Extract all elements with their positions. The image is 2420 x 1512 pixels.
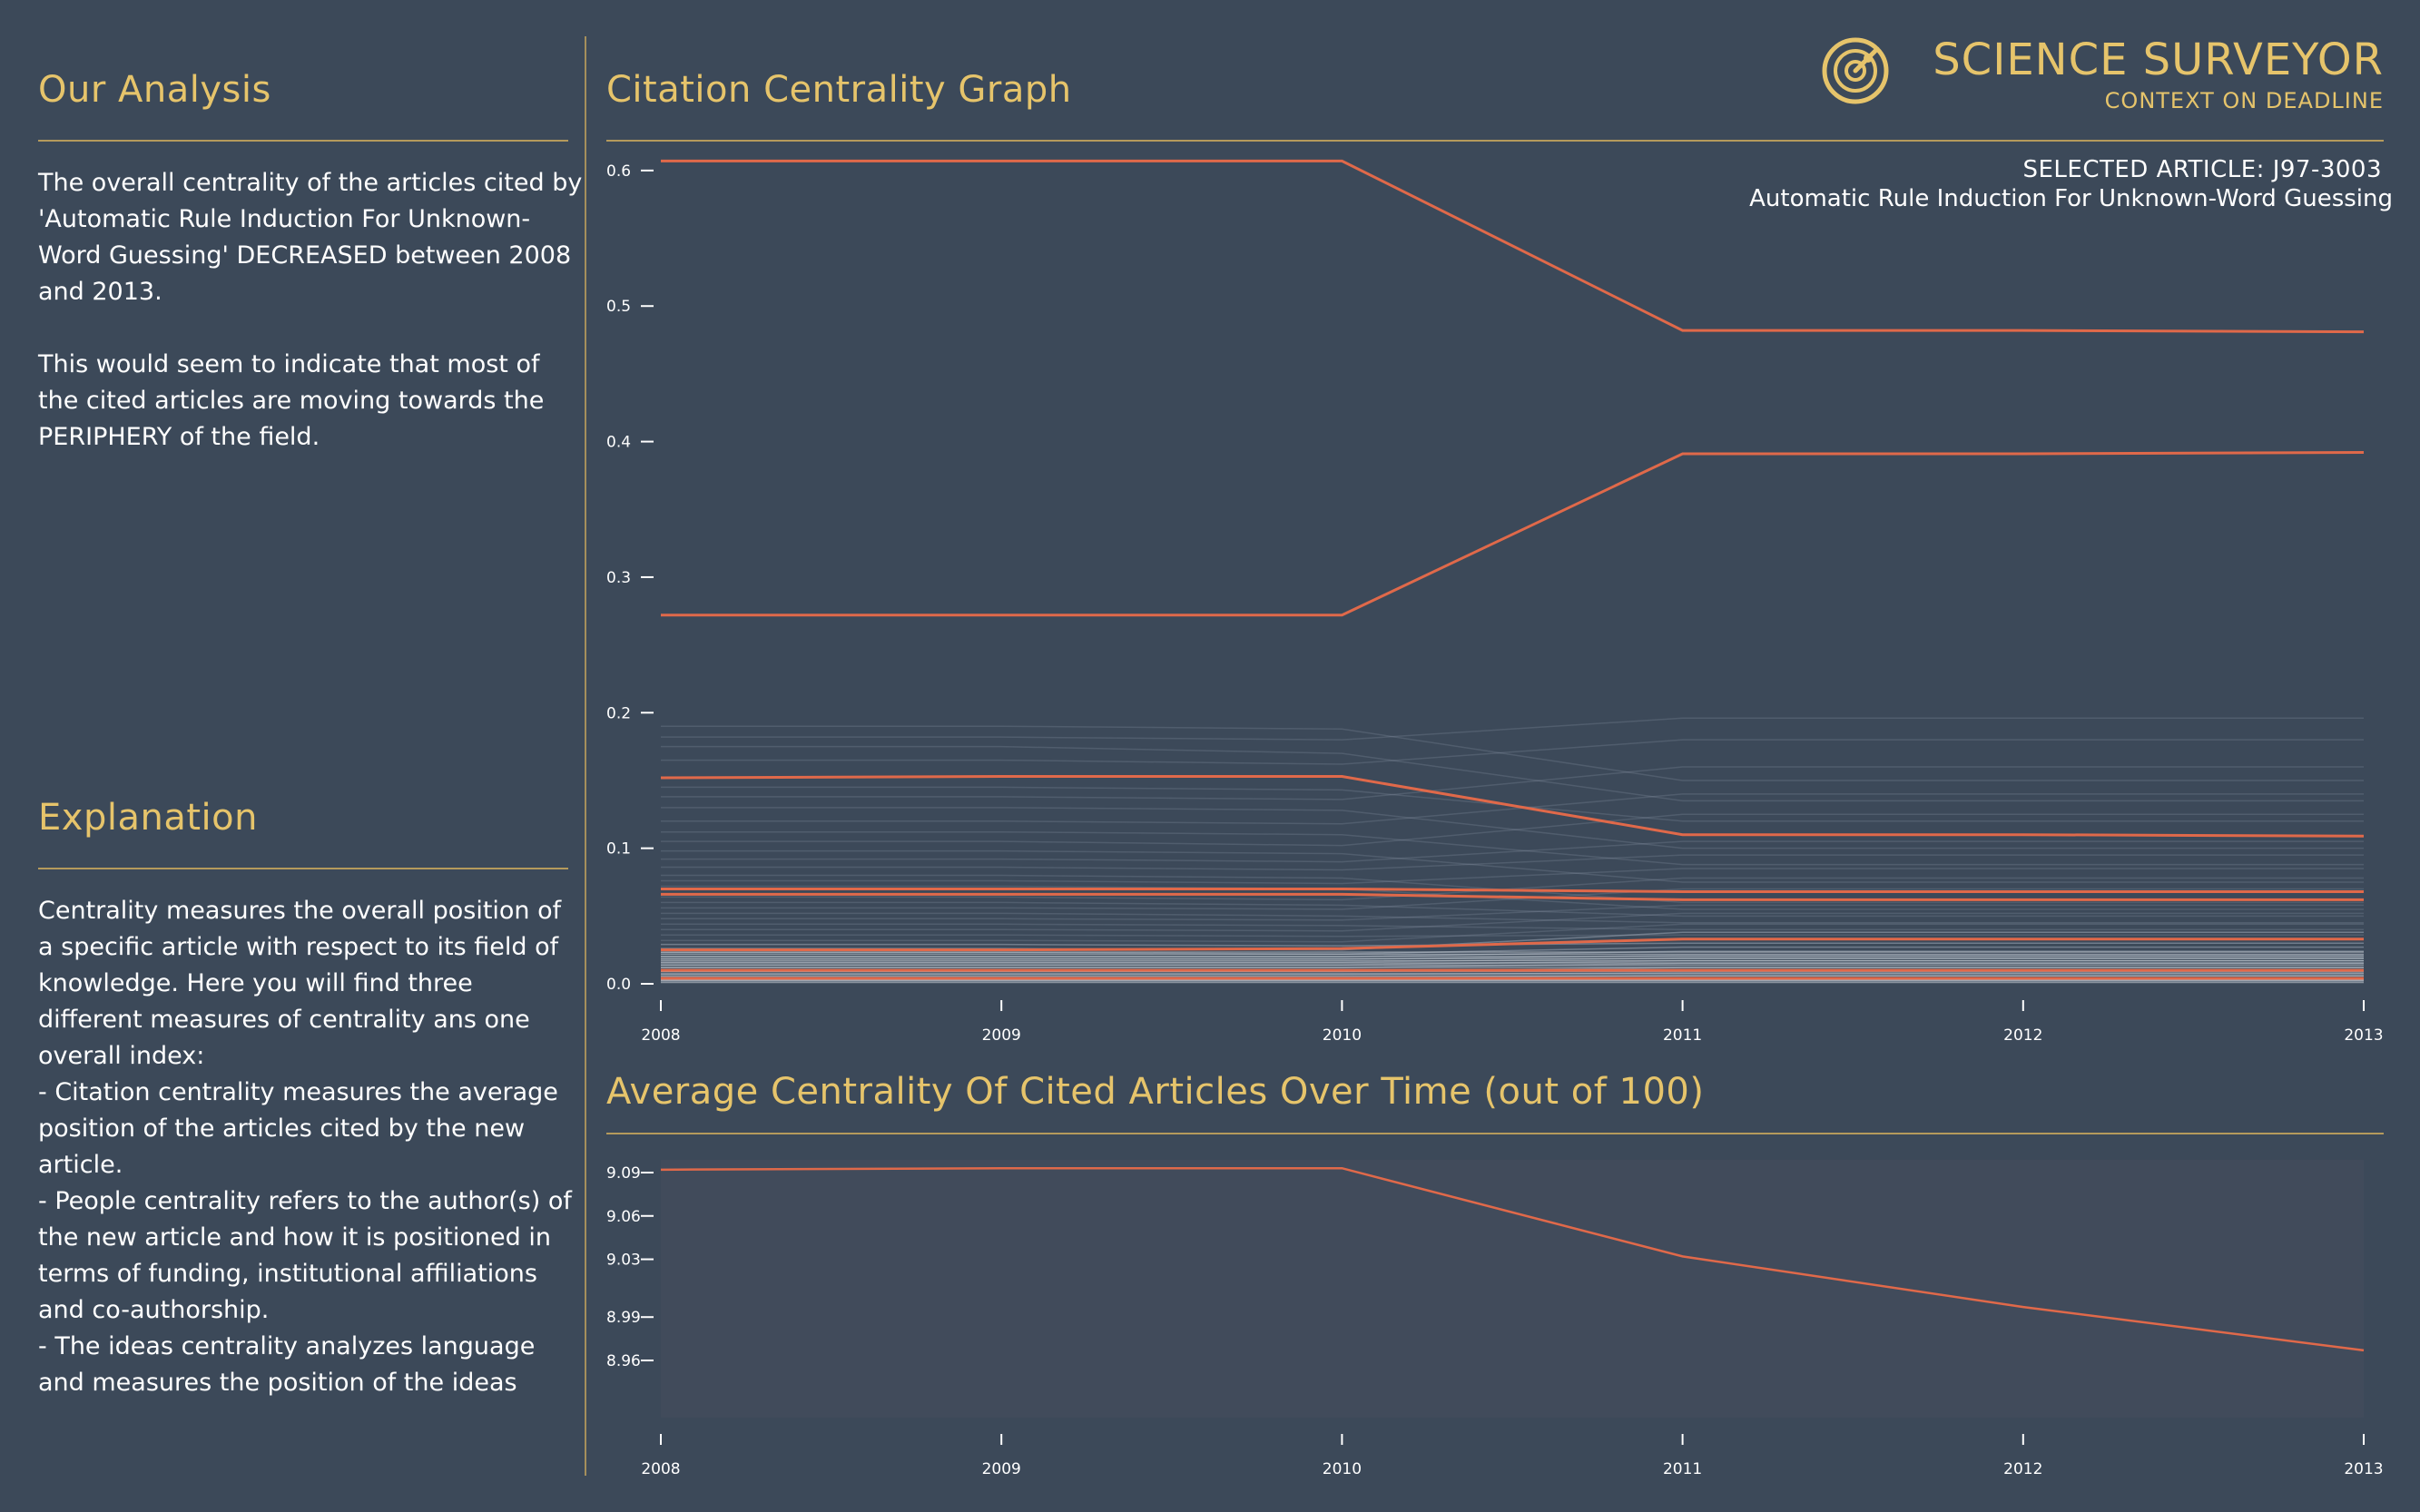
background-citation-line [661, 954, 2364, 960]
background-citation-line [661, 972, 2364, 976]
highlighted-citation-line [661, 451, 2365, 617]
background-citation-line [661, 717, 2364, 741]
average-chart-rule [606, 1133, 2384, 1134]
analysis-paragraph-2: This would seem to indicate that most of… [38, 350, 552, 451]
brand-tagline: CONTEXT ON DEADLINE [2104, 88, 2384, 113]
x-tick-label: 2010 [1323, 1026, 1362, 1045]
y-tick-label: 0.1 [606, 840, 631, 859]
background-citation-line [661, 739, 2364, 765]
background-citation-line [661, 934, 2364, 938]
x-tick-label: 2008 [641, 1026, 680, 1045]
background-citation-line [661, 849, 2364, 883]
average-centrality-line [660, 1166, 2365, 1352]
y-tick-label: 0.4 [606, 434, 631, 452]
y-tick-label: 0.3 [606, 569, 631, 587]
background-citation-line [661, 830, 2364, 866]
x-tick-label: 2013 [2344, 1460, 2383, 1478]
y-tick-label: 0.5 [606, 298, 631, 316]
explanation-rule [38, 868, 568, 869]
background-citation-line [661, 901, 2364, 918]
x-tick-label: 2011 [1663, 1460, 1702, 1478]
background-citation-line [661, 745, 2364, 802]
selected-article-id: SELECTED ARTICLE: J97-3003 [2022, 156, 2382, 183]
background-citation-line [661, 975, 2364, 978]
analysis-paragraph-1: The overall centrality of the articles c… [38, 169, 583, 306]
background-citation-line [661, 962, 2364, 968]
y-tick-label: 9.03 [606, 1252, 641, 1270]
citation-chart-rule [606, 140, 2384, 142]
background-citation-line [661, 807, 2364, 849]
average-chart-plot-area [661, 1160, 2364, 1418]
background-citation-line [661, 793, 2364, 825]
x-tick-label: 2009 [982, 1460, 1021, 1478]
background-citation-line [661, 904, 2364, 921]
y-tick-label: 9.09 [606, 1164, 641, 1183]
highlighted-citation-line [661, 892, 2364, 901]
x-tick-label: 2008 [641, 1460, 680, 1478]
x-tick-label: 2009 [982, 1026, 1021, 1045]
radar-target-icon [1822, 37, 1889, 104]
background-citation-line [661, 942, 2364, 947]
y-tick-label: 0.2 [606, 704, 631, 722]
background-citation-line [661, 931, 2364, 951]
column-divider [585, 36, 586, 1476]
x-tick-label: 2010 [1323, 1460, 1362, 1478]
highlighted-citation-line [661, 887, 2364, 893]
x-tick-label: 2012 [2003, 1026, 2042, 1045]
y-tick-label: 8.99 [606, 1309, 641, 1327]
x-tick-label: 2011 [1663, 1026, 1702, 1045]
background-citation-line [661, 946, 2364, 955]
selected-article-title: Automatic Rule Induction For Unknown-Wor… [1749, 185, 2393, 212]
background-citation-line [661, 923, 2364, 931]
brand: SCIENCE SURVEYOR CONTEXT ON DEADLINE [1933, 33, 2384, 114]
y-tick-label: 0.6 [606, 162, 631, 181]
background-citation-line [661, 912, 2364, 924]
x-tick-label: 2012 [2003, 1460, 2042, 1478]
background-citation-line [661, 813, 2364, 847]
explanation-title: Explanation [38, 797, 258, 839]
background-citation-line [661, 766, 2364, 800]
background-citation-line [661, 967, 2364, 973]
background-citation-line [661, 725, 2364, 781]
background-citation-line [661, 959, 2364, 966]
background-citation-line [661, 885, 2364, 910]
x-tick-label: 2013 [2344, 1026, 2383, 1045]
analysis-rule [38, 140, 568, 142]
highlighted-citation-line [660, 774, 2365, 838]
background-citation-line [661, 786, 2364, 822]
average-chart-title: Average Centrality Of Cited Articles Ove… [606, 1071, 1705, 1113]
y-tick-label: 0.0 [606, 976, 631, 994]
background-citation-line [661, 874, 2364, 904]
background-citation-line [661, 923, 2364, 943]
highlighted-citation-line [661, 938, 2364, 952]
y-tick-label: 9.06 [606, 1208, 641, 1226]
brand-name: SCIENCE SURVEYOR [1933, 34, 2384, 85]
background-citation-line [661, 868, 2364, 885]
background-citation-line [661, 957, 2364, 963]
background-citation-line [661, 888, 2364, 910]
explanation-text: Centrality measures the overall position… [38, 897, 572, 1397]
y-tick-label: 8.96 [606, 1352, 641, 1370]
citation-chart-title: Citation Centrality Graph [606, 69, 1072, 111]
background-citation-line [661, 877, 2364, 901]
background-citation-line [661, 912, 2364, 932]
background-citation-line [661, 854, 2364, 871]
analysis-title: Our Analysis [38, 69, 271, 111]
background-citation-line [661, 840, 2364, 863]
background-citation-line [661, 950, 2364, 957]
